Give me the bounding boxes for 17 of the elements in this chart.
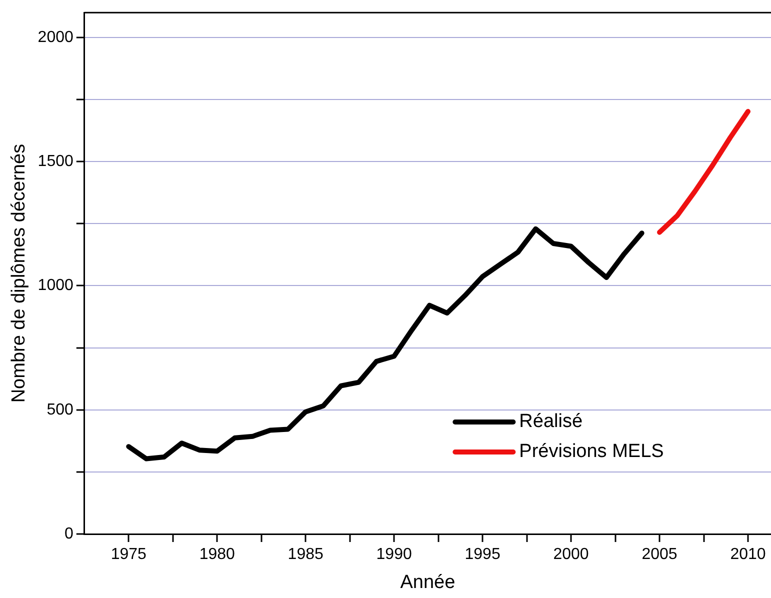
- x-tick-label: 2010: [730, 546, 766, 564]
- y-tick-label: 1500: [38, 152, 74, 170]
- legend-label: Réalisé: [519, 411, 583, 432]
- y-tick-label: 500: [46, 401, 74, 418]
- x-tick-label: 1990: [376, 546, 412, 564]
- x-tick-label: 1980: [199, 546, 236, 564]
- y-tick-label: 0: [64, 525, 74, 542]
- x-tick-label: 1975: [110, 546, 147, 564]
- y-tick-label: 2000: [38, 28, 74, 46]
- x-tick-label: 2000: [553, 546, 589, 564]
- y-tick-label: 1000: [38, 277, 74, 294]
- legend-label: Prévisions MELS: [519, 441, 664, 462]
- x-tick-label: 1985: [288, 546, 324, 564]
- x-axis-title: Année: [400, 572, 456, 593]
- y-axis-title: Nombre de diplômes décernés: [8, 144, 30, 403]
- x-tick-label: 2005: [642, 546, 678, 564]
- x-tick-label: 1995: [464, 546, 500, 564]
